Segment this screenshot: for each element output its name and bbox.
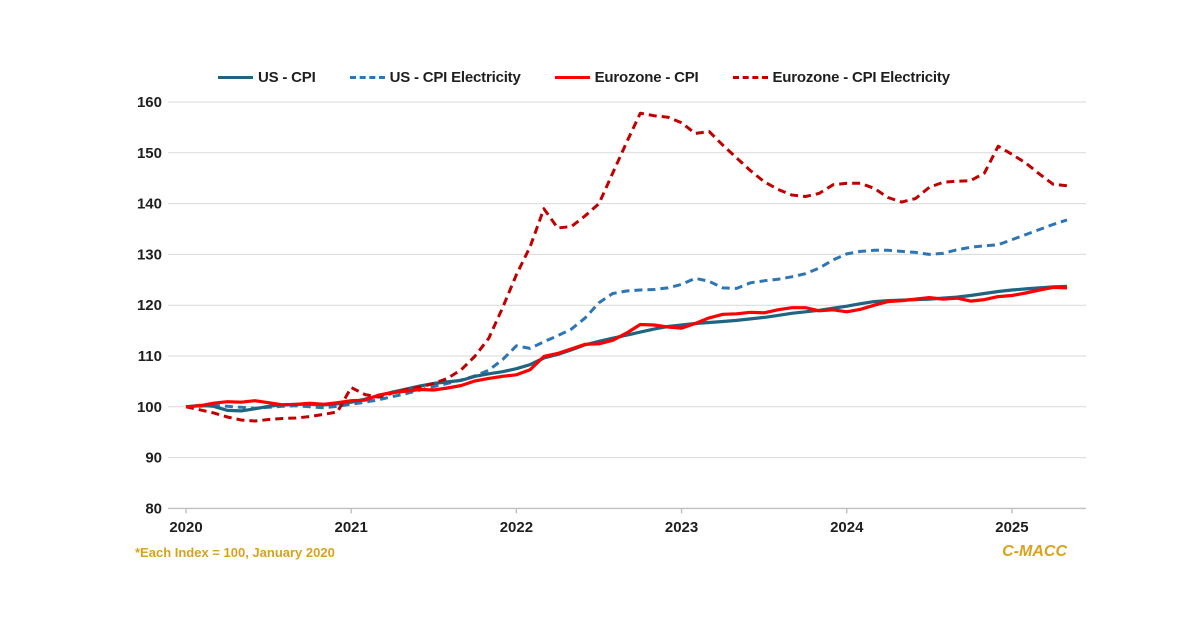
- legend-label: US - CPI Electricity: [389, 69, 521, 86]
- y-axis-tick-label: 80: [145, 500, 162, 517]
- chart-footnote: *Each Index = 100, January 2020: [135, 545, 335, 560]
- legend-item-eurozone-cpi: Eurozone - CPI: [554, 69, 699, 86]
- legend-item-us-cpi: US - CPI: [218, 69, 316, 86]
- x-axis-tick-label: 2023: [665, 519, 698, 536]
- eurozone-cpi-electricity-line-swatch: [732, 76, 768, 79]
- series-line-us-cpi-electricity: [185, 218, 1068, 410]
- x-axis-tick-label: 2024: [830, 519, 864, 536]
- series-line-eurozone-cpi: [185, 285, 1068, 409]
- y-axis-tick-label: 130: [137, 246, 162, 263]
- legend-label: US - CPI: [258, 69, 316, 86]
- us-cpi-electricity-line-swatch: [349, 76, 385, 79]
- chart-legend: US - CPI US - CPI Electricity Eurozone -…: [218, 69, 950, 86]
- legend-label: Eurozone - CPI: [594, 69, 699, 86]
- legend-label: Eurozone - CPI Electricity: [772, 69, 951, 86]
- y-axis-tick-label: 100: [137, 399, 162, 416]
- y-axis-tick-label: 110: [138, 348, 162, 365]
- x-axis-tick-label: 2025: [995, 519, 1028, 536]
- y-axis-tick-label: 150: [137, 145, 162, 162]
- y-axis-tick-label: 160: [137, 94, 162, 111]
- legend-item-eurozone-cpi-electricity: Eurozone - CPI Electricity: [732, 69, 951, 86]
- eurozone-cpi-line-swatch: [554, 76, 590, 79]
- x-axis-tick-label: 2022: [500, 519, 533, 536]
- us-cpi-line-swatch: [218, 76, 253, 79]
- y-axis-tick-label: 140: [137, 196, 162, 213]
- legend-item-us-cpi-electricity: US - CPI Electricity: [349, 69, 521, 86]
- x-axis-tick-label: 2021: [335, 519, 368, 536]
- x-axis-tick-label: 2020: [169, 519, 202, 536]
- y-axis-tick-label: 90: [145, 450, 162, 467]
- c-macc-logo: C-MACC: [1002, 543, 1067, 560]
- series-line-eurozone-cpi-electricity: [185, 111, 1068, 423]
- y-axis-tick-label: 120: [137, 297, 162, 314]
